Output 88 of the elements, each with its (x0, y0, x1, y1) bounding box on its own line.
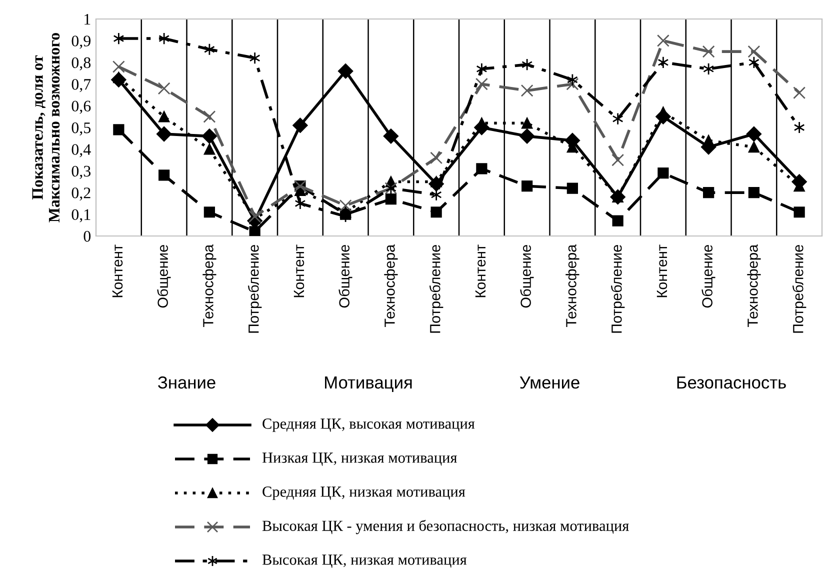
point (746, 126, 762, 142)
x-tick-label: Потребление (792, 244, 806, 333)
point (475, 78, 488, 90)
point (793, 86, 806, 100)
legend-label: Средняя ЦК, низкая мотивация (262, 486, 466, 500)
y-tick-label: 0,4 (72, 144, 91, 158)
point (658, 168, 669, 179)
point (158, 32, 170, 45)
y-tick-label: 0,9 (72, 36, 90, 49)
text: Безопасность (677, 376, 786, 389)
x-tick-label: Общение (157, 244, 171, 308)
point (748, 56, 760, 69)
point (566, 182, 578, 194)
x-tick-label: Потребление (610, 244, 625, 333)
x-tick-label: Контент (294, 244, 304, 298)
point (612, 215, 624, 226)
point (794, 121, 805, 134)
point (522, 180, 533, 192)
y-axis-title: Показатель, доля от Максимально возможного (32, 33, 60, 222)
point (703, 62, 714, 76)
point (748, 187, 760, 198)
point (338, 64, 354, 79)
point (702, 45, 715, 58)
point (520, 84, 534, 97)
text: Знание (158, 376, 216, 389)
x-tick-label: Общение (338, 244, 352, 308)
legend-label: Высокая ЦК, низкая мотивация (262, 554, 467, 568)
y-tick-label: 0,7 (72, 79, 91, 92)
point (249, 226, 260, 236)
legend-label: Средняя ЦК, высокая мотивация (262, 418, 475, 432)
point (158, 111, 170, 122)
y-tick-label: 0,3 (72, 166, 91, 179)
point (430, 206, 442, 218)
point (522, 118, 533, 129)
point (158, 170, 170, 181)
point (703, 187, 714, 198)
x-tick-label: Потребление (248, 244, 262, 333)
x-tick-label: Техносфера (747, 244, 761, 327)
y-tick-label: 0,8 (72, 57, 91, 70)
point (612, 112, 624, 126)
point (158, 82, 170, 95)
point (519, 128, 535, 144)
point (430, 152, 443, 164)
point (339, 199, 352, 212)
legend-label: Высокая ЦК - умения и безопасность, низкая мотивация (262, 520, 629, 534)
y-tick-label: 0,1 (72, 209, 90, 222)
point (156, 126, 172, 142)
point (113, 32, 124, 45)
text: Умение (520, 376, 580, 389)
x-tick-label: Общение (520, 244, 534, 308)
x-tick-label: Контент (112, 244, 123, 298)
point (748, 141, 760, 153)
x-tick-label: Контент (475, 244, 486, 298)
point (294, 197, 306, 210)
y-tick-label: 0,2 (72, 188, 90, 201)
x-tick-label: Техносфера (566, 244, 580, 327)
x-tick-label: Техносфера (202, 244, 216, 327)
x-tick-label: Контент (656, 244, 668, 298)
point (612, 154, 624, 166)
point (522, 58, 533, 71)
point (476, 163, 488, 174)
legend-label: Низкая ЦК, низкая мотивация (262, 452, 457, 466)
x-tick-label: Потребление (429, 244, 444, 333)
point (113, 124, 124, 136)
point (204, 144, 215, 155)
y-tick-label: 0 (84, 230, 91, 242)
point (112, 60, 125, 73)
point (385, 194, 396, 205)
point (656, 34, 670, 47)
point (794, 206, 805, 218)
point (202, 128, 218, 144)
point (566, 78, 579, 90)
point (566, 74, 578, 86)
x-tick-label: Общение (702, 244, 716, 308)
point (658, 56, 669, 69)
point (249, 52, 260, 64)
point (203, 110, 216, 123)
x-tick-label: Техносфера (384, 244, 398, 327)
point (204, 43, 215, 56)
point (748, 45, 760, 58)
point (383, 128, 399, 144)
text: Мотивация (325, 376, 412, 392)
point (476, 62, 488, 76)
point (292, 118, 308, 133)
point (204, 206, 215, 218)
y-tick-label: 0,6 (72, 100, 91, 114)
y-tick-label: 0,5 (72, 122, 91, 136)
y-tick-label: 1 (84, 14, 90, 25)
